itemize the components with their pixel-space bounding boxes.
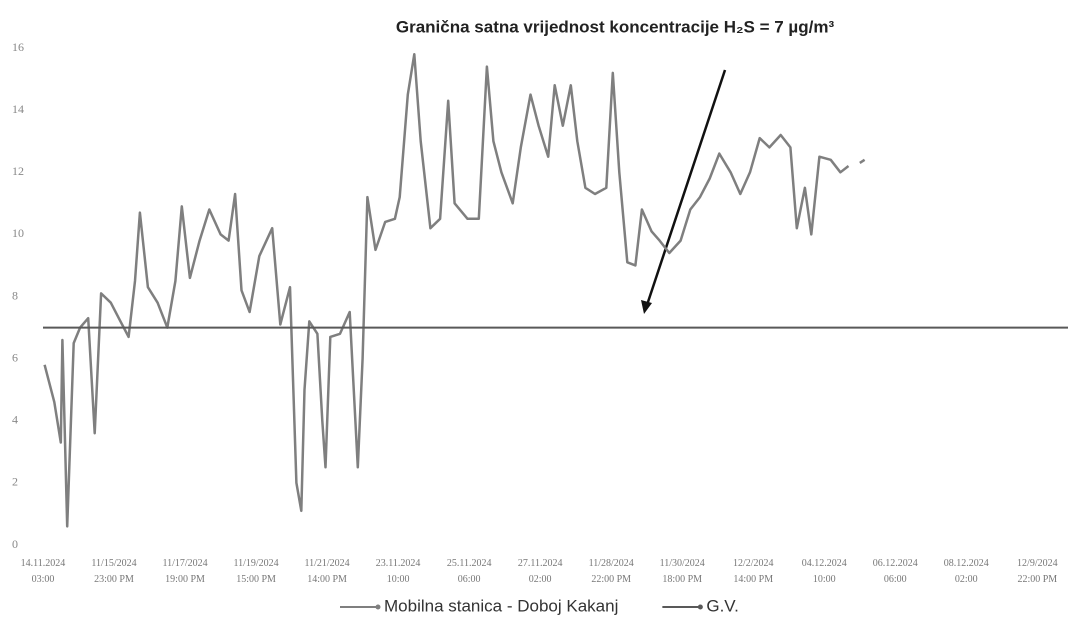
x-tick-label: 11/28/2024 22:00 PM	[589, 558, 634, 585]
legend-marker	[697, 604, 703, 610]
x-tick-label: 23.11.2024 10:00	[376, 558, 421, 585]
x-tick-label: 11/15/2024 23:00 PM	[91, 558, 136, 585]
x-tick-label: 04.12.2024 10:00	[802, 558, 847, 585]
x-tick-label: 11/21/2024 14:00 PM	[305, 558, 350, 585]
y-tick-label: 6	[12, 350, 18, 364]
annotation-arrow	[645, 69, 727, 306]
x-tick-label: 12/9/2024 22:00 PM	[1017, 558, 1058, 585]
data-line	[43, 52, 866, 528]
x-tick-label: 14.11.2024 03:00	[21, 558, 66, 585]
arrow-head	[641, 300, 652, 314]
y-tick-label: 2	[12, 475, 18, 489]
x-tick-label: 27.11.2024 02:00	[518, 558, 563, 585]
y-tick-label: 10	[12, 226, 24, 240]
x-tick-label: 11/17/2024 19:00 PM	[162, 558, 207, 585]
x-tick-label: 11/19/2024 15:00 PM	[233, 558, 278, 585]
legend-label: Mobilna stanica - Doboj Kakanj	[384, 596, 618, 615]
x-tick-label: 06.12.2024 06:00	[873, 558, 918, 585]
legend-label: G.V.	[706, 596, 738, 615]
x-tick-label: 11/30/2024 18:00 PM	[660, 558, 705, 585]
x-tick-label: 08.12.2024 02:00	[944, 558, 989, 585]
x-tick-label: 12/2/2024 14:00 PM	[733, 558, 774, 585]
y-tick-label: 4	[12, 413, 18, 427]
y-tick-label: 12	[12, 164, 24, 178]
chart-title: Granična satna vrijednost koncentracije …	[396, 17, 835, 36]
y-tick-label: 14	[12, 102, 24, 116]
legend-marker	[375, 604, 381, 610]
y-tick-label: 8	[12, 288, 18, 302]
y-tick-label: 0	[12, 537, 18, 551]
x-tick-label: 25.11.2024 06:00	[447, 558, 492, 585]
y-tick-label: 16	[12, 40, 24, 54]
